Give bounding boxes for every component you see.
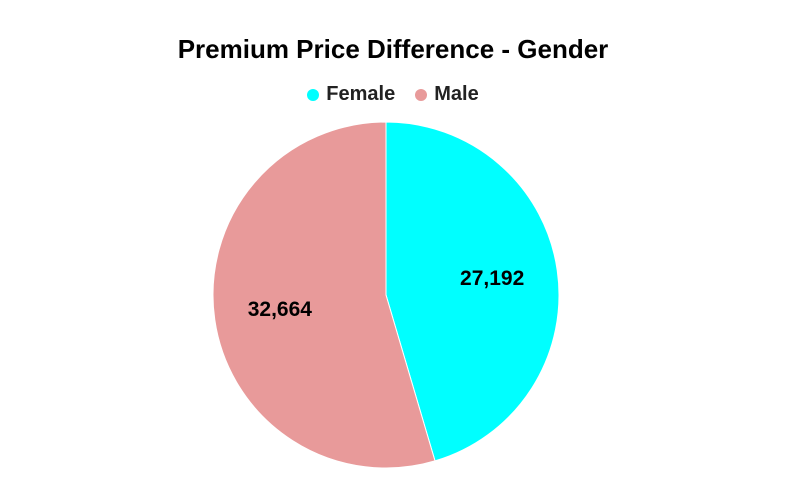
pie-label-female: 27,192	[460, 267, 524, 290]
legend-label-male: Male	[434, 83, 479, 105]
legend-label-female: Female	[326, 83, 396, 105]
pie-slice-male[interactable]	[212, 121, 436, 469]
pie-slice-female[interactable]	[385, 121, 560, 462]
legend-swatch-male	[415, 88, 428, 101]
pie-slices	[212, 121, 560, 469]
legend-item-female[interactable]: Female	[307, 83, 395, 106]
chart-legend: Female Male	[0, 83, 786, 106]
legend-item-male[interactable]: Male	[415, 83, 479, 106]
pie-labels: 27,192 32,664	[248, 267, 525, 321]
pie-label-male: 32,664	[248, 298, 313, 321]
legend-swatch-female	[307, 88, 320, 101]
chart-title: Premium Price Difference - Gender	[177, 34, 609, 64]
